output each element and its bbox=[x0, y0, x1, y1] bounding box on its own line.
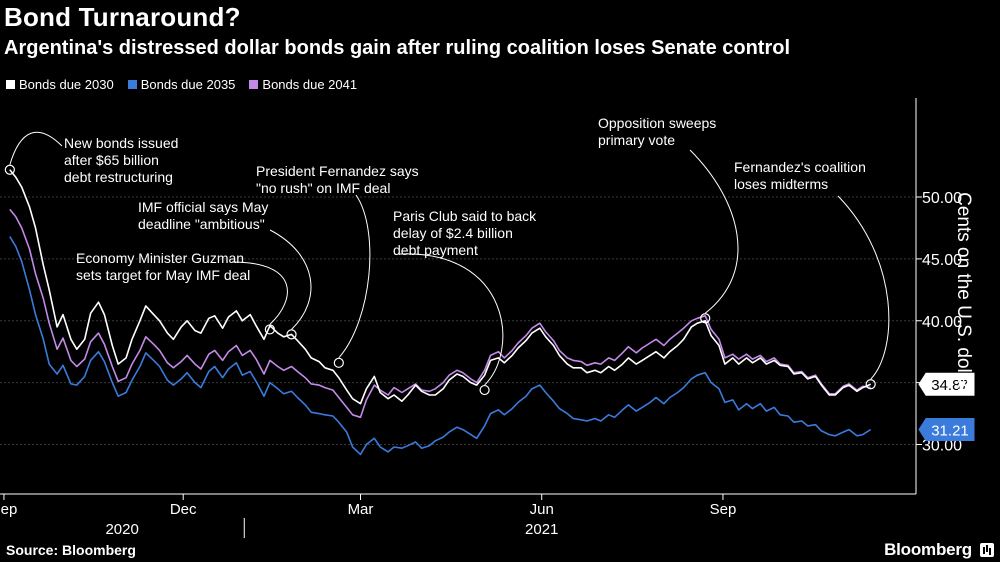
annotation-marker bbox=[865, 379, 876, 390]
y-axis-label: Cents on the U.S. dollar bbox=[953, 192, 974, 394]
chart-subtitle: Argentina's distressed dollar bonds gain… bbox=[4, 37, 791, 59]
annotation-text: Opposition sweeps bbox=[598, 115, 716, 131]
legend-item-2035: Bonds due 2035 bbox=[127, 77, 236, 92]
x-tick-label: Dec bbox=[170, 501, 197, 518]
legend-label-2030: Bonds due 2030 bbox=[19, 77, 114, 92]
x-tick-label: Mar bbox=[348, 501, 374, 518]
annotation-text: sets target for May IMF deal bbox=[76, 267, 250, 283]
brand-logo: Bloomberg bbox=[884, 540, 972, 559]
annotation-arrow bbox=[9, 131, 63, 165]
annotation-text: "no rush" on IMF deal bbox=[256, 180, 390, 196]
annotation-text: New bonds issued bbox=[64, 135, 178, 151]
year-label: 2021 bbox=[525, 521, 558, 538]
source-note: Source: Bloomberg bbox=[6, 542, 136, 558]
annotation-arrow bbox=[231, 261, 288, 325]
last-value-2035-box bbox=[918, 418, 975, 442]
last-value-2035-label: 31.21 bbox=[931, 423, 969, 440]
annotation-text: loses midterms bbox=[734, 176, 828, 192]
series-line-2035 bbox=[9, 236, 872, 456]
annotation-arrow bbox=[338, 194, 371, 359]
y-tick-label: 40.00 bbox=[922, 314, 962, 331]
legend-item-2041: Bonds due 2041 bbox=[249, 77, 357, 92]
annotation-arrow bbox=[837, 195, 890, 380]
annotation-text: debt payment bbox=[393, 242, 478, 258]
legend-swatch-2041 bbox=[249, 80, 259, 89]
annotation-text: after $65 billion bbox=[64, 152, 159, 168]
annotation-text: Paris Club said to back bbox=[393, 208, 537, 224]
legend-swatch-2035 bbox=[127, 80, 137, 89]
annotation-marker bbox=[700, 313, 711, 324]
annotation-text: Economy Minister Guzman bbox=[76, 250, 244, 266]
x-tick-label: Jun bbox=[530, 501, 554, 518]
annotation-marker bbox=[333, 357, 344, 368]
annotation-marker bbox=[4, 164, 15, 175]
legend-label-2041: Bonds due 2041 bbox=[262, 77, 358, 92]
annotation-marker bbox=[479, 384, 490, 396]
last-value-2030-label: 34.87 bbox=[931, 377, 969, 394]
annotation-marker bbox=[264, 324, 275, 335]
annotation-arrow bbox=[689, 149, 739, 314]
annotation-text: IMF official says May bbox=[138, 199, 268, 215]
x-tick-label: Sep bbox=[710, 501, 737, 518]
annotation-arrow bbox=[269, 229, 312, 330]
annotation-text: debt restructuring bbox=[64, 169, 173, 185]
annotation-marker bbox=[286, 329, 297, 340]
legend: Bonds due 2030 Bonds due 2035 Bonds due … bbox=[6, 77, 357, 92]
annotation-text: Fernandez's coalition bbox=[734, 159, 866, 175]
y-tick-label: 30.00 bbox=[922, 438, 962, 455]
annotation-text: primary vote bbox=[598, 132, 675, 148]
x-tick-label: Sep bbox=[0, 501, 17, 518]
bloomberg-icon bbox=[980, 543, 994, 557]
annotation-arrow bbox=[399, 253, 504, 386]
y-tick-label: 50.00 bbox=[922, 190, 962, 207]
legend-swatch-2030 bbox=[6, 80, 15, 89]
legend-item-2030: Bonds due 2030 bbox=[6, 77, 114, 92]
annotation-text: deadline "ambitious" bbox=[138, 216, 265, 232]
last-value-2030-box bbox=[918, 372, 975, 396]
chart-title: Bond Turnaround? bbox=[4, 2, 241, 32]
annotation-text: delay of $2.4 billion bbox=[393, 225, 513, 241]
series-line-2041 bbox=[9, 208, 871, 419]
year-label: 2020 bbox=[105, 521, 138, 538]
series-line-2030 bbox=[9, 169, 872, 405]
annotation-text: President Fernandez says bbox=[256, 163, 419, 179]
legend-label-2035: Bonds due 2035 bbox=[140, 77, 236, 92]
y-tick-label: 45.00 bbox=[922, 252, 962, 269]
